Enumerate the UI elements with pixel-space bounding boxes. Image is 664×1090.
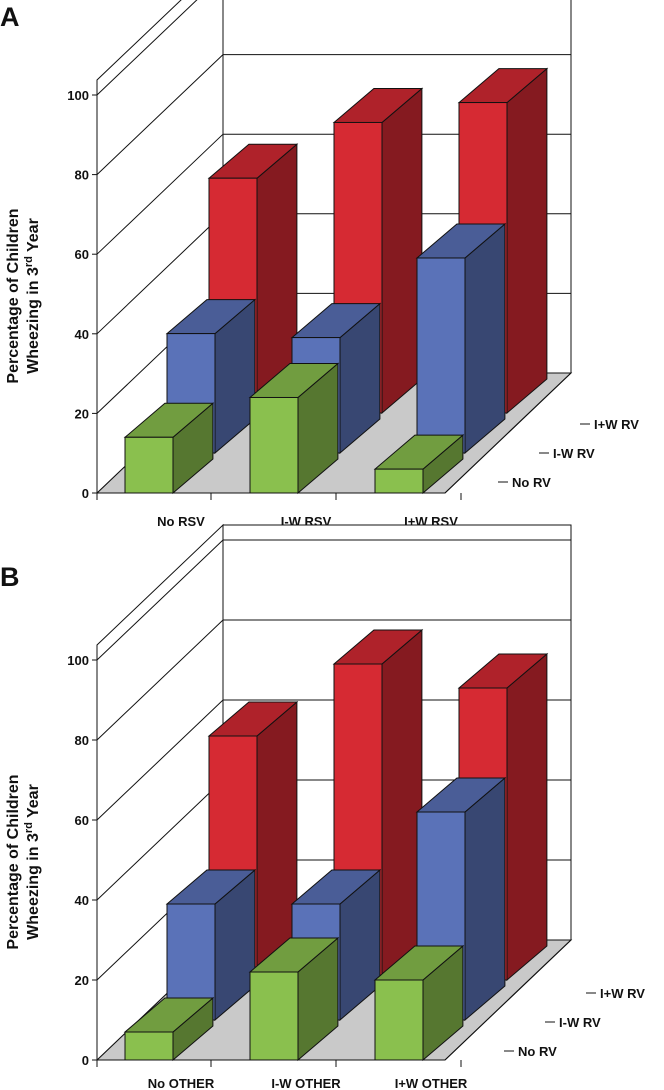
depth-axis xyxy=(444,939,572,1061)
depth-tick-label: I+W RV xyxy=(600,986,645,1001)
bar-i-w-rv-no-other xyxy=(165,868,257,1022)
bar-front xyxy=(249,971,299,1061)
panel-b: B Percentage of Children Wheezing in 3rd… xyxy=(0,523,645,1090)
bar-front xyxy=(249,396,299,494)
bar-i-w-rv-i-w-rsv xyxy=(415,222,507,455)
bar-front xyxy=(374,468,424,494)
gridline xyxy=(96,619,571,741)
y-tick-label: 0 xyxy=(82,1053,89,1068)
depth-axis xyxy=(444,372,572,494)
bar-side xyxy=(506,652,548,982)
y-tick-label: 60 xyxy=(75,813,89,828)
panel-label: A xyxy=(0,2,20,32)
bar-side xyxy=(464,776,506,1022)
x-tick-label: I+W OTHER xyxy=(395,1076,468,1090)
bar-front xyxy=(124,436,174,494)
gridline xyxy=(96,539,571,661)
bar-no-rv-i-w-rsv xyxy=(248,362,340,495)
x-tick-label: I-W OTHER xyxy=(271,1076,341,1090)
bar-side xyxy=(381,87,423,415)
y-tick-label: 0 xyxy=(82,486,89,501)
bar-no-rv-no-other xyxy=(123,996,215,1062)
depth-tick-label: I+W RV xyxy=(594,417,639,432)
bar-no-rv-i-w-rsv xyxy=(373,434,465,495)
depth-tick-label: I-W RV xyxy=(559,1015,601,1030)
bar-no-rv-i-w-other xyxy=(373,944,465,1062)
y-axis-label-line1: Percentage of Children xyxy=(5,774,22,949)
gridline xyxy=(96,699,571,821)
y-tick-label: 20 xyxy=(75,973,89,988)
plot-area: 0 20 40 60 80 100 No OTHER I-W OTHER I+W OTHER No… xyxy=(67,523,645,1090)
depth-tick-label: No RV xyxy=(518,1044,557,1059)
y-tick-label: 100 xyxy=(67,88,89,103)
gridline xyxy=(96,54,571,175)
y-tick-label: 40 xyxy=(75,327,89,342)
y-tick-label: 60 xyxy=(75,247,89,262)
bar-front xyxy=(124,1031,174,1061)
bar-front xyxy=(416,257,466,454)
panel-a: A Percentage of Children Wheezing in 3rd… xyxy=(0,0,639,529)
bar-front xyxy=(374,979,424,1061)
bar-no-rv-no-rsv xyxy=(123,402,215,495)
depth-tick-label: I-W RV xyxy=(553,446,595,461)
x-tick-label: No OTHER xyxy=(148,1076,215,1090)
bar-side xyxy=(381,628,423,982)
y-tick-label: 100 xyxy=(67,653,89,668)
gridline xyxy=(96,0,198,96)
y-tick-label: 80 xyxy=(75,168,89,183)
depth-tick-label: No RV xyxy=(512,475,551,490)
y-axis-label-line2: Wheezing in 3rd Year xyxy=(23,784,42,940)
bar-side xyxy=(464,222,506,455)
y-axis-label-line1: Percentage of Children xyxy=(5,208,22,383)
panel-label: B xyxy=(0,562,20,592)
y-tick-label: 20 xyxy=(75,406,89,421)
bar-no-rv-i-w-other xyxy=(248,936,340,1062)
gridline xyxy=(96,133,571,255)
y-tick-label: 80 xyxy=(75,733,89,748)
y-tick-label: 40 xyxy=(75,893,89,908)
bar-side xyxy=(506,67,548,415)
x-tick-label: No RSV xyxy=(157,514,205,529)
y-axis-label-line2: Wheezing in 3rd Year xyxy=(23,218,42,374)
